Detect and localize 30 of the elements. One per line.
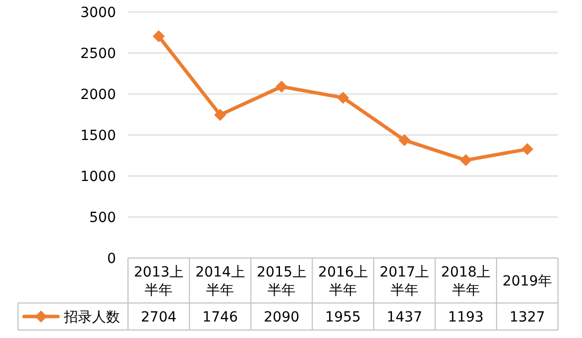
x-tick-label: 2019年	[502, 274, 552, 290]
x-tick-label: 2017上半年	[380, 264, 430, 298]
data-label: 1955	[325, 310, 361, 326]
y-tick-label: 2000	[80, 87, 116, 103]
y-tick-label: 500	[89, 210, 116, 226]
y-tick-label: 1000	[80, 169, 116, 185]
point	[521, 143, 534, 156]
x-tick-label: 2013上半年	[134, 264, 184, 298]
data-label: 2090	[264, 310, 300, 326]
point	[398, 134, 410, 146]
x-tick-label: 2016上半年	[318, 264, 368, 298]
x-tick-label: 2015上半年	[256, 264, 306, 298]
data-label: 1746	[202, 310, 238, 326]
point	[337, 92, 349, 104]
data-label: 1193	[448, 310, 484, 326]
legend-label: 招录人数	[63, 310, 120, 326]
point	[152, 30, 165, 42]
data-label: 1327	[509, 310, 546, 326]
x-tick-label: 2018上半年	[441, 264, 491, 298]
y-tick-label: 0	[107, 251, 116, 267]
data-label: 2704	[140, 310, 177, 326]
y-tick-label: 1500	[80, 128, 116, 144]
y-tick-label: 2500	[80, 46, 116, 62]
legend: 招录人数	[22, 310, 120, 326]
point	[460, 154, 472, 166]
x-tick-label: 2014上半年	[195, 264, 245, 298]
point	[276, 80, 288, 93]
y-tick-label: 3000	[80, 5, 116, 21]
data-label: 1437	[386, 310, 422, 326]
point	[214, 108, 226, 121]
